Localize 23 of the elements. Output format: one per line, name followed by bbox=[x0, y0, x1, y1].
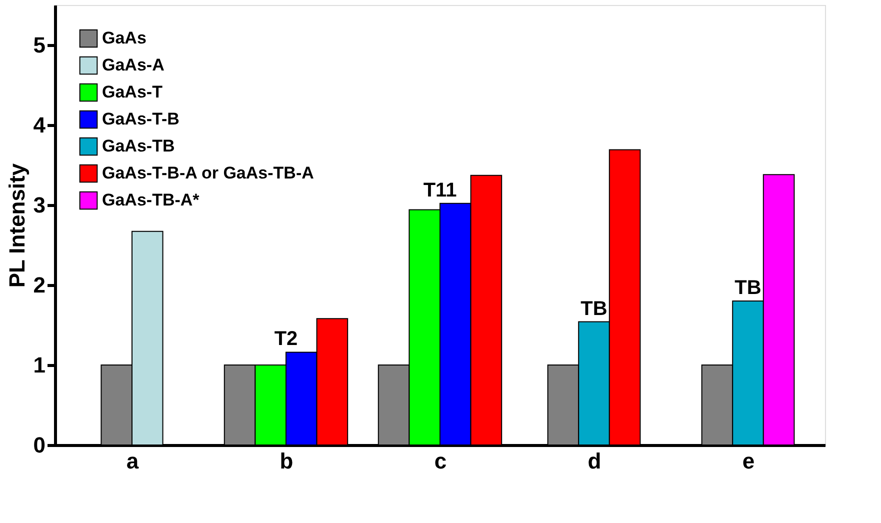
legend-label: GaAs-TB bbox=[102, 136, 175, 156]
y-tick-label: 3 bbox=[33, 192, 46, 218]
x-tick-label: c bbox=[434, 448, 447, 474]
y-tick-label: 5 bbox=[33, 32, 46, 58]
x-tick-label: e bbox=[742, 448, 755, 474]
y-tick-label: 0 bbox=[33, 432, 46, 458]
legend-label: GaAs-A bbox=[102, 56, 164, 74]
x-tick-label: d bbox=[588, 448, 602, 474]
legend-label: GaAs-T-B-A or GaAs-TB-A bbox=[102, 164, 314, 182]
annotation: T2 bbox=[274, 328, 298, 350]
annotation: T11 bbox=[423, 179, 457, 202]
x-tick-label: b bbox=[280, 448, 294, 474]
legend-label: GaAs bbox=[102, 28, 146, 48]
legend-label: GaAs-TB-A* bbox=[102, 190, 200, 210]
y-tick-label: 1 bbox=[33, 352, 46, 378]
annotation: TB bbox=[580, 298, 608, 320]
legend-label: GaAs-T bbox=[102, 82, 164, 102]
y-tick-label: 4 bbox=[33, 112, 46, 138]
legend-label: GaAs-T-B bbox=[102, 110, 180, 128]
annotation: TB bbox=[734, 277, 762, 299]
y-tick-label: 2 bbox=[33, 272, 46, 298]
y-axis-title: PL Intensity bbox=[4, 162, 30, 288]
x-tick-label: a bbox=[126, 448, 140, 474]
